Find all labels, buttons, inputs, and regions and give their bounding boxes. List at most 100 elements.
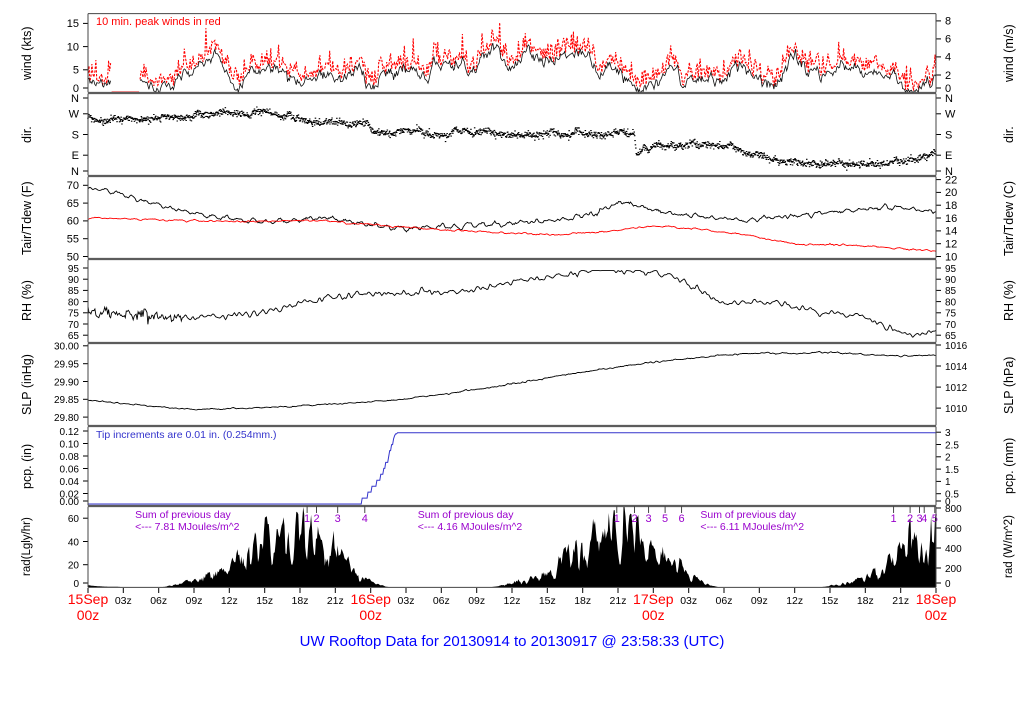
svg-text:600: 600 bbox=[945, 524, 962, 535]
svg-text:1: 1 bbox=[304, 513, 310, 525]
svg-text:80: 80 bbox=[945, 297, 957, 308]
svg-text:5: 5 bbox=[662, 513, 668, 525]
svg-text:400: 400 bbox=[945, 544, 962, 555]
svg-text:1.5: 1.5 bbox=[945, 465, 959, 476]
svg-text:15z: 15z bbox=[822, 595, 839, 607]
svg-text:UW Rooftop Data for 20130914: UW Rooftop Data for 20130914 to 20130917… bbox=[300, 633, 725, 650]
svg-text:N: N bbox=[71, 166, 79, 178]
svg-text:3: 3 bbox=[945, 428, 951, 439]
svg-text:6: 6 bbox=[679, 513, 685, 525]
svg-text:<--- 7.81 MJoules/m^2: <--- 7.81 MJoules/m^2 bbox=[135, 521, 240, 533]
svg-text:12z: 12z bbox=[221, 595, 238, 607]
svg-text:1012: 1012 bbox=[945, 383, 968, 394]
svg-text:1: 1 bbox=[945, 477, 951, 488]
svg-text:3: 3 bbox=[335, 513, 341, 525]
svg-text:0.02: 0.02 bbox=[60, 489, 80, 500]
svg-text:50: 50 bbox=[67, 251, 79, 263]
svg-text:09z: 09z bbox=[186, 595, 203, 607]
svg-text:Sum of previous day: Sum of previous day bbox=[700, 509, 796, 521]
svg-text:65: 65 bbox=[67, 198, 79, 210]
svg-text:75: 75 bbox=[68, 309, 80, 320]
svg-text:18: 18 bbox=[945, 200, 957, 212]
svg-text:70: 70 bbox=[68, 320, 80, 331]
svg-text:2.5: 2.5 bbox=[945, 440, 959, 451]
svg-text:85: 85 bbox=[68, 286, 80, 297]
svg-text:20: 20 bbox=[68, 561, 80, 572]
svg-text:0: 0 bbox=[73, 579, 79, 590]
svg-text:0.04: 0.04 bbox=[60, 477, 80, 488]
svg-text:06z: 06z bbox=[716, 595, 733, 607]
svg-text:2: 2 bbox=[945, 453, 951, 464]
svg-text:29.90: 29.90 bbox=[54, 377, 79, 388]
svg-text:60: 60 bbox=[68, 514, 80, 525]
svg-text:5: 5 bbox=[932, 513, 938, 525]
svg-text:12: 12 bbox=[945, 239, 957, 251]
svg-text:8: 8 bbox=[945, 16, 951, 28]
svg-text:21z: 21z bbox=[610, 595, 627, 607]
svg-text:21z: 21z bbox=[892, 595, 909, 607]
svg-text:4: 4 bbox=[945, 52, 951, 64]
svg-text:1: 1 bbox=[614, 513, 620, 525]
svg-text:2: 2 bbox=[945, 70, 951, 82]
svg-text:55: 55 bbox=[67, 234, 79, 246]
svg-text:E: E bbox=[72, 150, 79, 162]
svg-text:0.5: 0.5 bbox=[945, 490, 959, 501]
svg-text:3: 3 bbox=[646, 513, 652, 525]
svg-text:N: N bbox=[71, 93, 79, 105]
svg-text:18Sep: 18Sep bbox=[916, 591, 957, 607]
svg-text:2: 2 bbox=[631, 513, 637, 525]
svg-text:S: S bbox=[72, 129, 79, 141]
svg-text:00z: 00z bbox=[642, 607, 665, 623]
svg-text:17Sep: 17Sep bbox=[633, 591, 674, 607]
svg-text:60: 60 bbox=[67, 216, 79, 228]
svg-text:95: 95 bbox=[68, 264, 80, 275]
svg-text:2: 2 bbox=[907, 513, 913, 525]
svg-text:16Sep: 16Sep bbox=[350, 591, 391, 607]
svg-text:12z: 12z bbox=[504, 595, 521, 607]
svg-text:90: 90 bbox=[68, 275, 80, 286]
svg-text:10 min. peak winds in red: 10 min. peak winds in red bbox=[96, 16, 221, 28]
svg-text:75: 75 bbox=[945, 309, 957, 320]
svg-text:0.10: 0.10 bbox=[60, 439, 80, 450]
svg-text:0.08: 0.08 bbox=[60, 452, 80, 463]
svg-text:15z: 15z bbox=[539, 595, 556, 607]
svg-text:4: 4 bbox=[362, 513, 368, 525]
svg-text:<--- 6.11 MJoules/m^2: <--- 6.11 MJoules/m^2 bbox=[700, 521, 804, 533]
svg-text:12z: 12z bbox=[786, 595, 803, 607]
svg-text:20: 20 bbox=[945, 187, 957, 199]
svg-text:70: 70 bbox=[945, 320, 957, 331]
svg-text:15z: 15z bbox=[256, 595, 273, 607]
svg-text:Sum of previous day: Sum of previous day bbox=[135, 509, 231, 521]
svg-text:200: 200 bbox=[945, 564, 962, 575]
svg-text:18z: 18z bbox=[857, 595, 874, 607]
svg-text:03z: 03z bbox=[115, 595, 132, 607]
svg-text:W: W bbox=[69, 109, 80, 121]
svg-text:95: 95 bbox=[945, 264, 957, 275]
svg-text:29.95: 29.95 bbox=[54, 360, 79, 371]
svg-text:1014: 1014 bbox=[945, 362, 968, 373]
svg-text:1016: 1016 bbox=[945, 341, 968, 352]
svg-text:03z: 03z bbox=[680, 595, 697, 607]
svg-text:15: 15 bbox=[67, 18, 79, 30]
svg-text:4: 4 bbox=[921, 513, 927, 525]
svg-text:0: 0 bbox=[945, 579, 951, 590]
svg-text:Tip increments are 0.01 in. (0: Tip increments are 0.01 in. (0.254mm.) bbox=[96, 429, 277, 441]
svg-text:0.06: 0.06 bbox=[60, 464, 80, 475]
svg-text:0.12: 0.12 bbox=[60, 427, 80, 438]
svg-text:09z: 09z bbox=[751, 595, 768, 607]
svg-text:6: 6 bbox=[945, 34, 951, 46]
svg-text:N: N bbox=[945, 93, 953, 105]
svg-text:40: 40 bbox=[68, 537, 80, 548]
svg-text:00z: 00z bbox=[359, 607, 382, 623]
svg-text:30.00: 30.00 bbox=[54, 342, 79, 353]
svg-text:1: 1 bbox=[891, 513, 897, 525]
svg-text:2: 2 bbox=[313, 513, 319, 525]
svg-text:00z: 00z bbox=[925, 607, 948, 623]
svg-text:W: W bbox=[945, 109, 956, 121]
svg-text:E: E bbox=[945, 150, 952, 162]
svg-text:800: 800 bbox=[945, 504, 962, 515]
svg-text:S: S bbox=[945, 129, 952, 141]
svg-text:10: 10 bbox=[945, 251, 957, 263]
svg-text:06z: 06z bbox=[150, 595, 167, 607]
svg-text:70: 70 bbox=[67, 180, 79, 192]
